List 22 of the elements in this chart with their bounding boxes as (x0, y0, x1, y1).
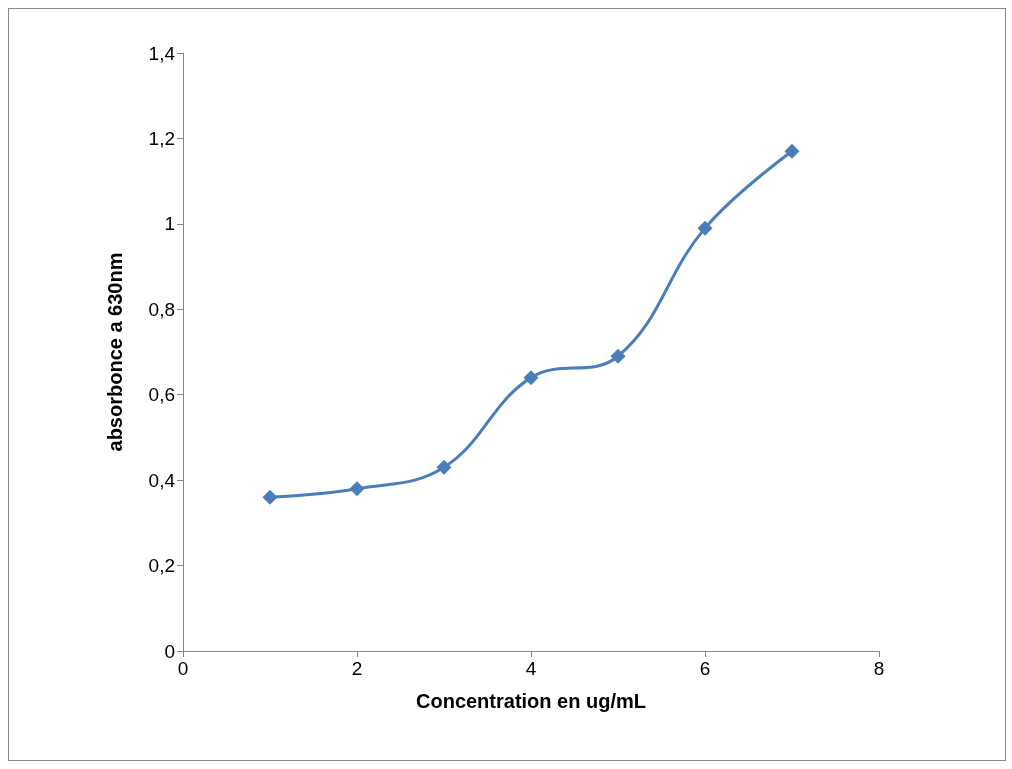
x-tick-label: 2 (351, 658, 363, 679)
point (610, 348, 626, 364)
point (436, 459, 452, 475)
y-axis-title: absorbonce a 630nm (104, 252, 126, 452)
x-tick-label: 8 (873, 658, 885, 679)
x-tick-label: 4 (525, 658, 537, 679)
y-tick-label: 1 (164, 213, 175, 235)
y-tick-label: 1,4 (148, 42, 176, 64)
x-tick-label: 6 (699, 658, 711, 679)
x-axis-title: Concentration en ug/mL (416, 690, 646, 712)
y-tick-label: 0,8 (148, 298, 175, 320)
y-tick-label: 0,4 (148, 469, 176, 491)
y-tick-label: 1,2 (148, 127, 175, 149)
point (784, 143, 800, 159)
y-tick-label: 0,2 (148, 555, 175, 577)
x-tick-label: 0 (177, 658, 189, 679)
y-tick-label: 0 (164, 640, 175, 662)
point (523, 370, 539, 386)
y-tick-label: 0,6 (148, 384, 175, 406)
point (697, 220, 713, 236)
point (262, 489, 278, 505)
point (349, 481, 365, 497)
